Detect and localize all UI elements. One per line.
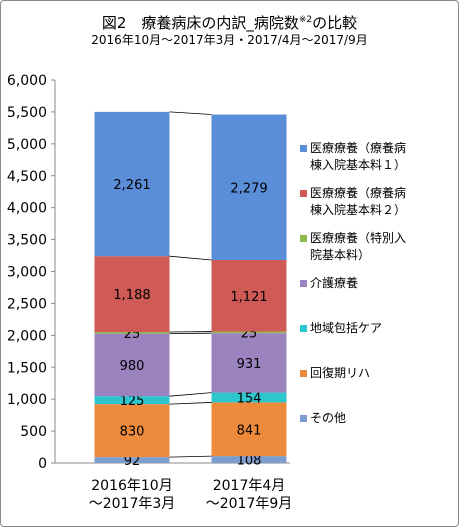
- x-tick-label: ～2017年9月: [206, 496, 293, 512]
- data-label: 841: [237, 423, 262, 438]
- legend-label: 介護療養: [310, 276, 359, 290]
- x-tick-label: ～2017年3月: [89, 496, 176, 512]
- x-tick-label: 2016年10月: [91, 478, 172, 494]
- bar-segment: [94, 332, 170, 334]
- data-label: 1,121: [230, 290, 267, 305]
- y-tick-label: 3,500: [7, 233, 47, 249]
- bar-segment: [211, 260, 287, 332]
- bar-segment: [211, 333, 287, 393]
- legend-label: 地域包括ケア: [310, 321, 383, 335]
- data-label: 2,279: [230, 181, 267, 196]
- legend-swatch: [300, 415, 307, 422]
- data-label: 108: [237, 454, 262, 469]
- chart-title: 図2 療養病床の内訳_病院数※2の比較: [0, 11, 459, 32]
- series-line: [169, 392, 212, 397]
- legend-item: 医療療養（療養病 棟入院基本料２）: [300, 185, 459, 219]
- legend-label: 医療療養（特別入 院基本料）: [310, 231, 407, 262]
- legend-item: 回復期リハ: [300, 365, 459, 382]
- data-label: 1,188: [113, 288, 150, 303]
- y-tick-label: 5,500: [7, 105, 47, 121]
- bar-segment: [211, 392, 287, 403]
- legend-item: 医療療養（特別入 院基本料）: [300, 230, 459, 264]
- legend-swatch: [300, 370, 307, 377]
- y-tick-label: 3,000: [7, 265, 47, 281]
- y-tick-label: 1,000: [7, 392, 47, 408]
- legend-swatch: [300, 235, 307, 242]
- data-label: 931: [237, 357, 262, 372]
- y-tick-label: 2,000: [7, 328, 47, 344]
- series-line: [169, 255, 212, 261]
- data-label: 154: [237, 392, 262, 407]
- bar-segment: [94, 404, 170, 458]
- title-text: 図2 療養病床の内訳_病院数: [101, 14, 299, 32]
- bar-segment: [94, 457, 170, 463]
- data-label: 980: [120, 359, 145, 374]
- legend-item: 介護療養: [300, 275, 459, 292]
- bar-segment: [211, 456, 287, 463]
- y-tick-label: 2,500: [7, 296, 47, 312]
- y-tick-label: 4,000: [7, 201, 47, 217]
- series-line: [169, 455, 212, 458]
- y-tick-label: 6,000: [7, 73, 47, 89]
- bar-segment: [211, 402, 287, 457]
- y-tick-label: 4,500: [7, 169, 47, 185]
- bar-segment: [211, 331, 287, 334]
- bar-segment: [94, 111, 170, 257]
- legend-label: 医療療養（療養病 棟入院基本料２）: [310, 186, 407, 217]
- y-tick-label: 5,000: [7, 137, 47, 153]
- legend-item: 医療療養（療養病 棟入院基本料１）: [300, 140, 459, 174]
- bar-segment: [211, 114, 287, 261]
- data-label: 2,261: [113, 178, 150, 193]
- bar-segment: [94, 396, 170, 405]
- legend-item: その他: [300, 410, 459, 427]
- y-tick-label: 1,500: [7, 360, 47, 376]
- legend-item: 地域包括ケア: [300, 320, 459, 337]
- legend-label: 医療療養（療養病 棟入院基本料１）: [310, 141, 407, 172]
- title-superscript: ※2: [298, 15, 313, 25]
- data-label: 92: [124, 454, 141, 469]
- bar-segment: [94, 256, 170, 333]
- series-line: [169, 111, 212, 115]
- legend-swatch: [300, 280, 307, 287]
- legend-label: 回復期リハ: [310, 366, 371, 380]
- legend-swatch: [300, 190, 307, 197]
- data-label: 830: [120, 425, 145, 440]
- y-tick-label: 500: [20, 424, 47, 440]
- chart-subtitle: 2016年10月～2017年3月・2017/4月～2017/9月: [91, 33, 368, 47]
- y-tick-label: 0: [38, 456, 47, 472]
- legend-label: その他: [310, 411, 347, 425]
- legend-swatch: [300, 145, 307, 152]
- legend-swatch: [300, 325, 307, 332]
- x-tick-label: 2017年4月: [213, 478, 286, 494]
- series-line: [169, 402, 212, 405]
- bar-segment: [94, 333, 170, 397]
- title-suffix: の比較: [312, 14, 358, 32]
- data-label: 125: [120, 394, 145, 409]
